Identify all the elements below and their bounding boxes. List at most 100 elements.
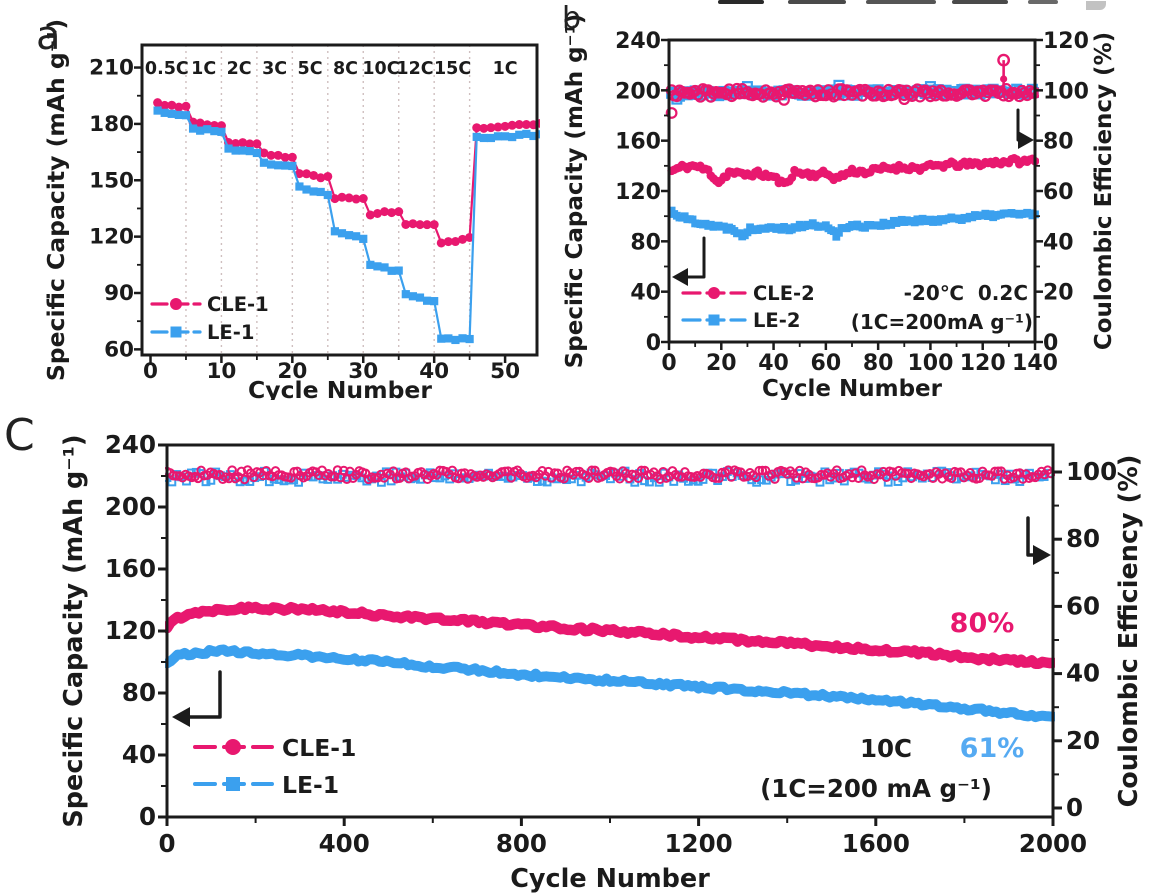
open-circle-marker <box>583 473 594 484</box>
square-marker <box>508 132 517 142</box>
circle-marker <box>337 192 347 202</box>
square-marker <box>829 227 838 236</box>
y-left-axis-title: Specific Capacity (mAh g⁻¹) <box>562 14 588 369</box>
y-left-tick-label: 200 <box>615 79 661 104</box>
circle-marker <box>394 207 404 217</box>
long-term-cycling-plot: 0 400 800 1200 1600 2000 0 40 80 120 160 200 240 0 20 4… <box>59 430 1144 894</box>
square-marker <box>359 234 368 243</box>
square-marker <box>210 127 219 136</box>
square-marker <box>465 334 474 344</box>
y-tick-label: 210 <box>89 56 134 81</box>
y-axis-title: Specific Capacity (mAh g⁻¹) <box>42 19 70 381</box>
circle-marker <box>153 98 163 108</box>
square-marker <box>366 260 375 269</box>
legend-item-cle-2: CLE-2 <box>681 282 815 305</box>
circle-marker <box>429 220 439 230</box>
circle-marker <box>358 193 368 203</box>
square-marker <box>170 326 182 338</box>
y-left-tick-label: 240 <box>615 29 661 54</box>
y-left-tick-label: 160 <box>105 554 156 583</box>
square-marker <box>394 266 403 275</box>
circle-marker <box>344 193 354 203</box>
circle-marker <box>302 169 312 179</box>
circle-marker <box>479 123 489 133</box>
open-circle-marker <box>788 87 801 99</box>
cropped-text-artifact <box>1086 1 1106 10</box>
square-marker <box>231 146 240 155</box>
circle-marker <box>415 220 425 230</box>
y-right-axis-title: Coulombic Efficiency (%) <box>1114 455 1144 808</box>
square-marker <box>302 185 311 194</box>
y-tick-label: 60 <box>104 337 134 362</box>
square-marker <box>252 148 261 158</box>
x-tick-label: 80 <box>863 351 894 376</box>
square-marker <box>486 133 496 143</box>
x-tick-label: 0 <box>143 359 158 384</box>
x-tick-label: 20 <box>277 359 307 384</box>
square-marker <box>479 133 488 143</box>
square-marker <box>451 335 460 345</box>
circle-marker <box>514 120 524 130</box>
open-circle-marker <box>673 472 684 482</box>
y-left-tick-label: 0 <box>139 802 156 831</box>
cropped-text-artifact <box>788 0 846 4</box>
legend-text: CLE-1 <box>207 293 269 316</box>
x-tick-label: 800 <box>496 829 547 858</box>
x-tick-label: 40 <box>419 359 449 384</box>
square-marker <box>167 109 176 118</box>
y-left-tick-label: 0 <box>646 331 661 356</box>
square-marker <box>259 158 269 167</box>
plot-frame <box>140 43 539 357</box>
plot-frame <box>165 443 1055 819</box>
open-circle-marker <box>633 473 644 483</box>
condition-annotation: -20℃ 0.2C <box>904 281 1028 305</box>
y-right-axis-title: Coulombic Efficiency (%) <box>1091 32 1117 350</box>
retention-61-label: 61% <box>960 733 1025 764</box>
y-left-tick-label: 120 <box>105 616 156 645</box>
circle-marker <box>372 208 382 218</box>
square-marker <box>835 228 843 237</box>
x-tick-label: 100 <box>907 351 953 376</box>
y-right-tick-label: 0 <box>1066 793 1083 822</box>
square-marker <box>708 314 720 326</box>
square-marker <box>160 108 169 117</box>
series-le-1 <box>153 106 540 345</box>
circle-marker <box>287 152 297 162</box>
square-marker <box>832 232 841 241</box>
low-temperature-cycling-plot: 0 20 40 60 80 100 120 1400408012016020024002040… <box>562 14 1117 402</box>
square-marker <box>352 232 361 241</box>
rate-label: 3C <box>262 59 287 79</box>
circle-marker <box>436 238 446 248</box>
circle-marker <box>170 298 182 310</box>
x-tick-label: 60 <box>811 351 842 376</box>
square-marker <box>422 296 432 305</box>
circle-marker <box>174 102 184 112</box>
circle-marker <box>225 739 241 755</box>
square-marker <box>743 228 752 237</box>
y-left-tick-label: 120 <box>615 180 661 205</box>
x-tick-label: 30 <box>348 359 378 384</box>
circle-marker <box>294 169 304 179</box>
circle-marker <box>465 232 475 242</box>
square-marker <box>188 124 198 133</box>
open-circle-marker <box>614 473 625 484</box>
circle-marker <box>365 210 375 220</box>
series-group <box>665 53 1039 241</box>
y-right-tick-label: 120 <box>1043 29 1089 54</box>
circle-marker <box>493 122 503 132</box>
series-cle-1-ce <box>165 465 1055 485</box>
square-marker <box>337 229 347 238</box>
square-marker <box>688 215 697 224</box>
rate-label: 10C <box>362 59 399 79</box>
circle-marker <box>387 208 397 218</box>
y-right-tick-label: 40 <box>1066 659 1100 688</box>
circle-marker <box>401 219 411 229</box>
legend-text: LE-1 <box>282 771 339 799</box>
circle-marker <box>500 121 510 131</box>
series-group <box>153 98 540 345</box>
panel-c-label: C <box>4 410 35 461</box>
rate-definition-annotation: (1C=200mA g⁻¹) <box>851 310 1033 334</box>
circle-marker <box>450 237 460 247</box>
open-circle-marker <box>843 85 856 98</box>
